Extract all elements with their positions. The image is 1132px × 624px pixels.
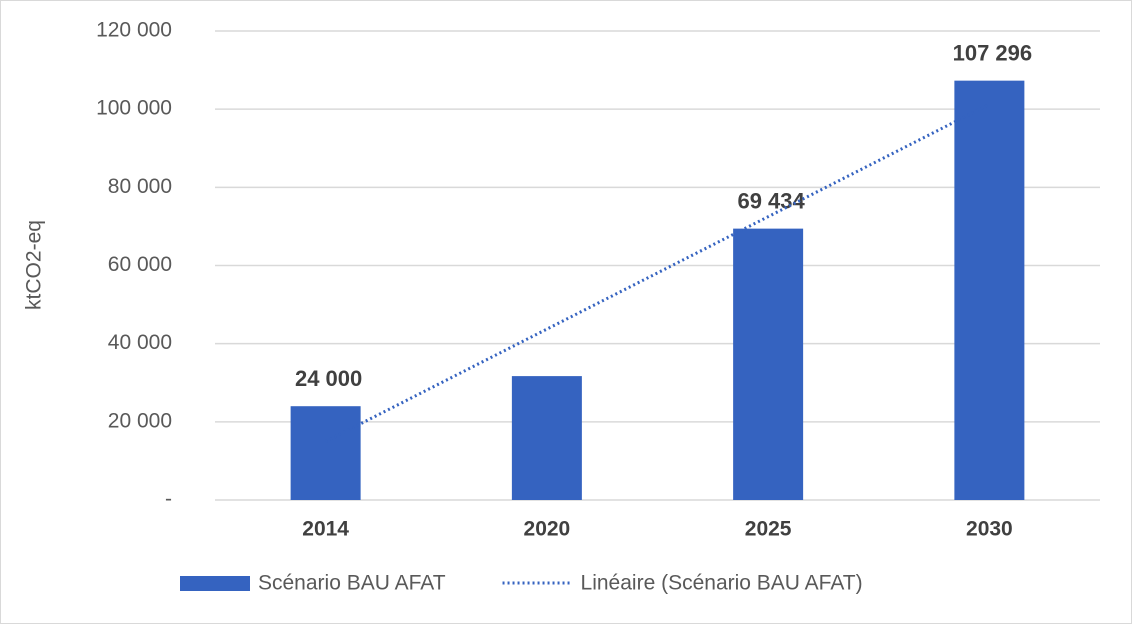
y-tick-label: 120 000 [96,19,172,42]
y-tick-label: 60 000 [108,253,172,276]
y-tick-label: 80 000 [108,175,172,198]
x-tick-label: 2014 [302,518,349,541]
y-tick-label: 20 000 [108,409,172,432]
bar [511,376,582,500]
bar [954,80,1025,501]
y-tick-label: - [165,488,172,511]
y-tick-label: 40 000 [108,331,172,354]
data-label: 107 296 [953,40,1033,65]
bar [733,228,804,500]
trend-line [324,102,991,443]
data-label: 69 434 [737,188,805,213]
y-axis-label: ktCO2-eq [23,220,46,310]
data-label: 24 000 [295,366,362,391]
legend-swatch [180,576,250,591]
legend-label: Linéaire (Scénario BAU AFAT) [581,572,863,595]
x-tick-label: 2020 [524,518,571,541]
x-tick-label: 2030 [966,518,1013,541]
x-tick-label: 2025 [745,518,792,541]
bar [290,406,361,500]
legend-label: Scénario BAU AFAT [258,572,446,595]
y-tick-label: 100 000 [96,97,172,120]
